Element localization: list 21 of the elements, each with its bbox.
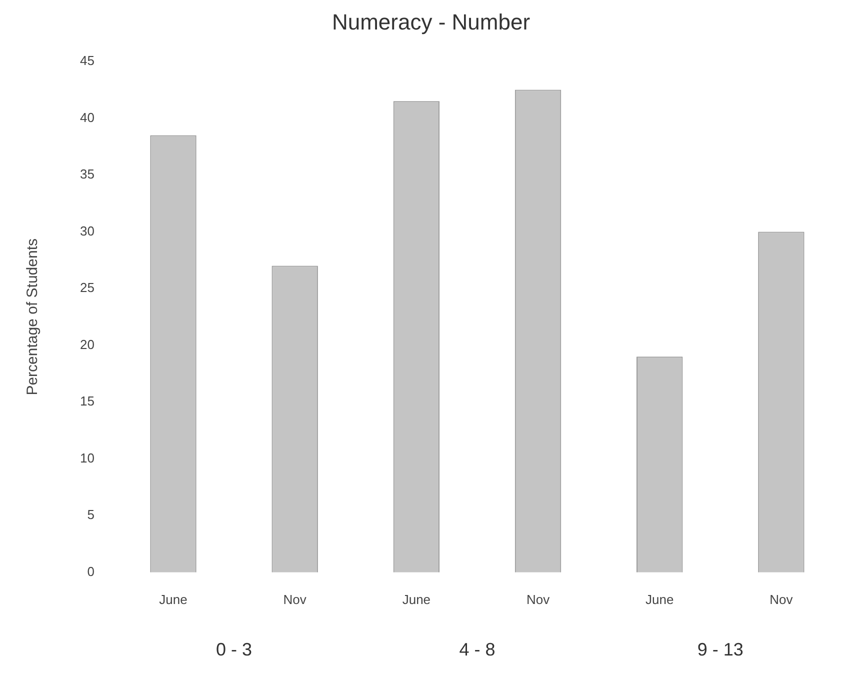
y-tick-label: 40: [80, 110, 94, 125]
x-tick-label: Nov: [283, 592, 307, 607]
text: 4 - 8: [459, 639, 496, 660]
y-tick-label: 5: [87, 507, 94, 522]
y-tick-label: 35: [80, 166, 94, 182]
x-tick-label: June: [159, 592, 188, 607]
y-tick-label: 45: [80, 52, 94, 68]
y-tick-label: 25: [80, 280, 94, 296]
x-tick-label: Nov: [770, 592, 794, 607]
x-tick-label: Nov: [526, 592, 550, 607]
text: 0 - 3: [216, 639, 252, 660]
y-tick-label: 10: [80, 450, 94, 466]
y-axis-title: Percentage of Students: [24, 238, 42, 396]
text: 9 - 13: [697, 639, 744, 660]
y-tick-label: 15: [80, 394, 94, 409]
x-tick-label: June: [646, 592, 674, 607]
y-tick-label: 0: [87, 564, 94, 579]
y-tick-label: 20: [80, 336, 94, 352]
y-tick-label: 30: [80, 223, 94, 238]
x-tick-label: June: [402, 592, 431, 607]
chart-title: Numeracy - Number: [332, 9, 530, 34]
